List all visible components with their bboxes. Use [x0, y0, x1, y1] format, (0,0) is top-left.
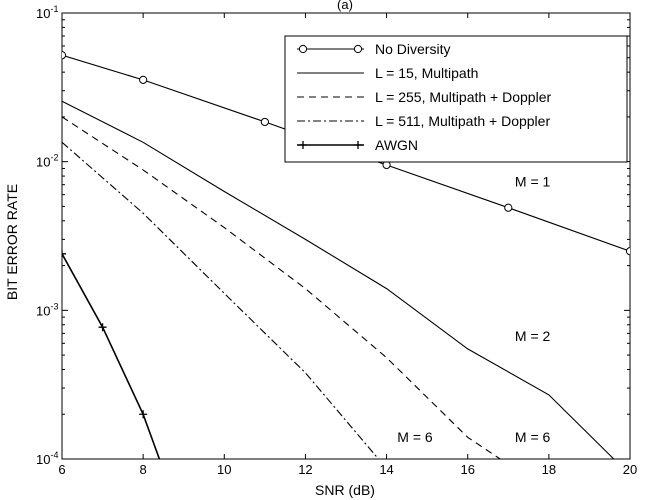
legend: No Diversity L = 15, Multipath L = 255, Mu… — [284, 35, 628, 163]
panel-label: (a) — [337, 0, 353, 12]
data-point — [625, 247, 630, 256]
series-line — [62, 100, 615, 459]
curve-annotation: M = 1 — [515, 174, 551, 190]
x-tick-label: 16 — [460, 462, 474, 477]
plot-frame — [61, 12, 631, 460]
y-tick-label: 10-3 — [36, 301, 58, 318]
data-point — [98, 323, 107, 332]
data-point — [62, 249, 66, 258]
curve-annotation: M = 2 — [515, 328, 551, 344]
series-3 — [62, 116, 501, 459]
legend-marker — [353, 44, 363, 54]
curve-annotation: M = 6 — [515, 429, 551, 445]
y-tick-label: 10-4 — [36, 450, 58, 467]
legend-label: L = 511, Multipath + Doppler — [375, 113, 550, 129]
y-axis-title: BIT ERROR RATE — [4, 184, 20, 300]
legend-marker — [299, 141, 307, 149]
data-point — [260, 117, 269, 127]
y-tick-label: 10-2 — [36, 153, 58, 170]
series-line — [62, 116, 501, 459]
legend-label: L = 15, Multipath — [375, 65, 478, 81]
x-tick-label: 8 — [140, 462, 147, 477]
series-line — [62, 141, 379, 459]
x-tick-label: 6 — [58, 462, 65, 477]
data-point — [504, 203, 513, 212]
legend-label: L = 255, Multipath + Doppler — [375, 89, 551, 105]
series-line — [62, 253, 161, 459]
series-4 — [62, 141, 379, 459]
x-tick-label: 12 — [298, 462, 312, 477]
x-tick-label: 14 — [379, 462, 393, 477]
x-axis-title: SNR (dB) — [315, 482, 375, 498]
curve-annotation: M = 6 — [397, 429, 433, 445]
legend-label: AWGN — [375, 137, 418, 153]
x-tick-label: 20 — [623, 462, 637, 477]
data-point — [139, 75, 148, 84]
x-tick-label: 10 — [217, 462, 231, 477]
data-point — [139, 410, 148, 419]
series-5 — [62, 249, 161, 459]
legend-box — [284, 35, 628, 163]
series-2 — [62, 100, 615, 459]
legend-marker — [298, 44, 308, 54]
legend-label: No Diversity — [375, 41, 450, 57]
x-tick-label: 18 — [542, 462, 556, 477]
data-point — [62, 51, 67, 60]
y-tick-label: 10-1 — [36, 4, 58, 21]
legend-marker — [354, 141, 362, 149]
